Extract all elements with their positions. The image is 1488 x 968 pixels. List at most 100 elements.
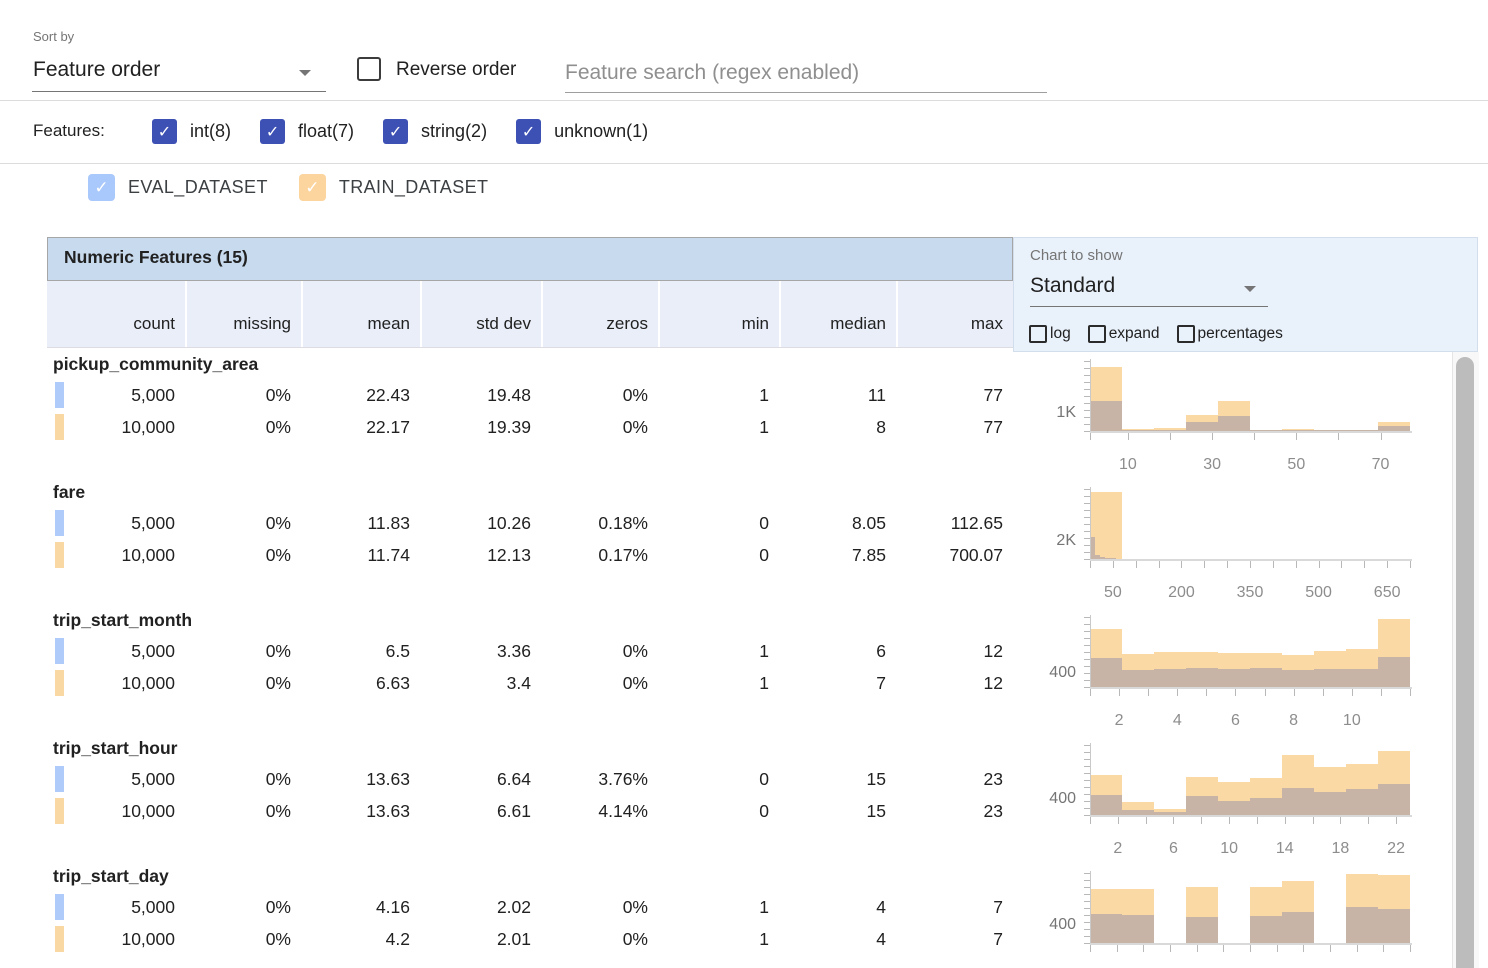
chart-option-toggles: log expand percentages <box>1029 325 1283 343</box>
stat-value: 19.39 <box>487 417 531 437</box>
stat-value: 13.63 <box>366 801 410 821</box>
unchecked-checkbox-icon[interactable] <box>1029 325 1047 343</box>
checked-checkbox-icon[interactable]: ✓ <box>298 174 326 201</box>
y-axis <box>1090 487 1091 559</box>
chart-option[interactable]: log <box>1029 325 1071 343</box>
x-axis-tick <box>1276 945 1278 952</box>
y-axis <box>1090 743 1091 815</box>
numeric-features-header: Numeric Features (15) <box>47 237 1013 281</box>
checked-checkbox-icon[interactable]: ✓ <box>88 174 115 201</box>
stat-value: 15 <box>866 769 886 789</box>
y-axis-tick <box>1084 780 1090 781</box>
stat-value: 10,000 <box>121 417 175 437</box>
y-axis-tick <box>1084 745 1090 746</box>
histogram-bar-eval_dataset <box>1346 907 1378 943</box>
stats-row-eval_dataset: 5,000 0% 13.63 6.64 3.76% 0 15 23 <box>47 763 1013 795</box>
scrollbar-thumb[interactable] <box>1456 357 1474 968</box>
histogram-bar-eval_dataset <box>1110 558 1116 559</box>
dataset-color-swatch <box>55 510 64 536</box>
sort-by-dropdown[interactable]: Feature order <box>32 54 326 92</box>
checked-checkbox-icon[interactable]: ✓ <box>260 119 286 144</box>
dataset-color-swatch <box>55 766 64 792</box>
x-axis-tick <box>1368 817 1370 824</box>
dataset-legend-item[interactable]: ✓ TRAIN_DATASET <box>298 174 489 201</box>
unchecked-checkbox-icon[interactable] <box>1176 325 1195 343</box>
stat-value: 23 <box>983 801 1003 821</box>
y-axis-label: 400 <box>1049 663 1076 681</box>
stats-row-eval_dataset: 5,000 0% 4.16 2.02 0% 1 4 7 <box>47 891 1013 923</box>
chart-option[interactable]: expand <box>1087 325 1160 343</box>
feature-type-filter[interactable]: ✓ float(7) <box>260 119 354 144</box>
histogram-bar-eval_dataset <box>1154 669 1186 687</box>
stat-value: 7 <box>876 673 886 693</box>
stat-value: 5,000 <box>131 897 175 917</box>
x-axis-tick <box>1364 561 1366 568</box>
stat-value: 4.16 <box>375 897 410 917</box>
x-axis-tick <box>1143 945 1145 952</box>
unchecked-checkbox-icon[interactable] <box>1087 325 1106 343</box>
histogram-bar-eval_dataset <box>1186 916 1218 943</box>
divider <box>0 163 1488 164</box>
stat-value: 0% <box>265 897 291 917</box>
y-axis-tick <box>1084 673 1090 674</box>
x-axis-tick <box>1340 817 1342 824</box>
feature-type-filter[interactable]: ✓ string(2) <box>383 119 487 144</box>
dataset-color-swatch <box>55 638 64 664</box>
y-axis-tick <box>1084 403 1090 404</box>
feature-type-filter[interactable]: ✓ unknown(1) <box>516 119 648 144</box>
stats-row-eval_dataset: 5,000 0% 22.43 19.48 0% 1 11 77 <box>47 379 1013 411</box>
checked-checkbox-icon[interactable]: ✓ <box>152 119 177 144</box>
checked-checkbox-icon[interactable]: ✓ <box>516 119 542 144</box>
stat-value: 4.14% <box>598 801 648 821</box>
x-axis-tick <box>1284 817 1286 824</box>
histogram-bar-eval_dataset <box>1090 913 1122 943</box>
y-axis-tick <box>1084 808 1090 809</box>
stat-value: 10.26 <box>487 513 531 533</box>
feature-block: fare 5,000 0% 11.83 10.26 0.18% 0 8.05 112.65 10… <box>47 479 1013 607</box>
y-axis-tick <box>1084 545 1090 546</box>
x-axis-label: 70 <box>1371 456 1390 473</box>
histogram-bar-eval_dataset <box>1218 415 1250 431</box>
y-axis-tick <box>1084 617 1090 618</box>
histogram-bar-eval_dataset <box>1186 668 1218 687</box>
feature-name: trip_start_hour <box>53 738 178 758</box>
chart-option[interactable]: percentages <box>1176 325 1283 343</box>
x-axis-tick <box>1383 945 1385 952</box>
dataset-color-swatch <box>55 542 64 568</box>
x-axis-tick <box>1090 689 1091 696</box>
stat-value: 0% <box>265 929 291 949</box>
histogram-bar-eval_dataset <box>1378 656 1410 687</box>
chart-type-value: Standard <box>1030 274 1116 297</box>
dataset-legend-item[interactable]: ✓ EVAL_DATASET <box>88 174 268 201</box>
feature-search-input[interactable] <box>565 54 1047 93</box>
x-axis-tick <box>1387 561 1389 568</box>
column-header-zeros: zeros <box>541 281 658 347</box>
x-axis-tick <box>1170 945 1171 952</box>
x-axis-tick <box>1212 433 1214 440</box>
stats-row-train_dataset: 10,000 0% 4.2 2.01 0% 1 4 7 <box>47 923 1013 955</box>
stat-value: 23 <box>983 769 1003 789</box>
stat-value: 1 <box>759 641 769 661</box>
x-axis-tick <box>1356 945 1358 952</box>
column-header-max: max <box>896 281 1013 347</box>
x-axis-label: 2 <box>1114 712 1124 729</box>
y-axis <box>1090 871 1091 943</box>
stat-value: 0 <box>759 769 769 789</box>
reverse-order-checkbox[interactable] <box>357 57 381 81</box>
features-filter-label: Features: <box>33 121 105 140</box>
x-axis-tick <box>1090 561 1091 568</box>
stat-value: 0% <box>622 641 648 661</box>
stat-value: 10,000 <box>121 801 175 821</box>
feature-type-filter[interactable]: ✓ int(8) <box>152 119 231 144</box>
histogram-bar-eval_dataset <box>1154 429 1186 431</box>
x-axis-tick <box>1223 945 1225 952</box>
histogram-bar-eval_dataset <box>1282 911 1314 943</box>
stat-value: 22.17 <box>366 417 410 437</box>
histogram-bar-eval_dataset <box>1122 914 1154 943</box>
x-axis-tick <box>1235 689 1237 696</box>
stats-row-train_dataset: 10,000 0% 22.17 19.39 0% 1 8 77 <box>47 411 1013 443</box>
chart-type-dropdown[interactable]: Standard <box>1030 270 1268 307</box>
chart-controls-panel <box>1013 237 1478 352</box>
stat-value: 5,000 <box>131 385 175 405</box>
checked-checkbox-icon[interactable]: ✓ <box>383 119 409 144</box>
